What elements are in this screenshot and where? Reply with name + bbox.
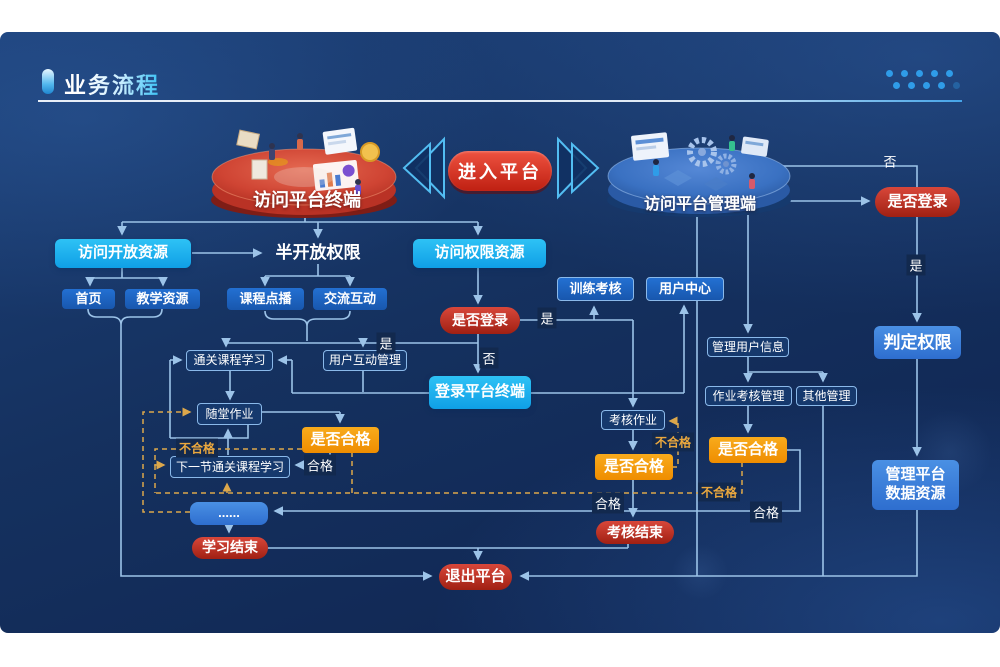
node-next-course[interactable]: 下一节通关课程学习 xyxy=(170,456,290,478)
node-login-check-right[interactable]: 是否登录 xyxy=(875,187,960,217)
enter-platform-button[interactable]: 进入平台 xyxy=(448,151,552,191)
admin-platform-illustration xyxy=(607,132,791,217)
edge-label-yes-c: 是 xyxy=(906,254,926,276)
node-course-vod[interactable]: 课程点播 xyxy=(227,288,304,310)
header-divider xyxy=(38,100,962,102)
node-teaching-resources[interactable]: 教学资源 xyxy=(125,289,200,309)
chevron-right-icon xyxy=(557,136,600,200)
chevron-left-icon xyxy=(402,136,445,200)
edge-label-pass-c: 合格 xyxy=(749,501,783,523)
node-judge-permission[interactable]: 判定权限 xyxy=(874,326,961,359)
node-exam-end[interactable]: 考核结束 xyxy=(596,521,674,544)
terminal-platform-label: 访问平台终端 xyxy=(253,190,361,210)
node-open-resources[interactable]: 访问开放资源 xyxy=(55,239,191,268)
edge-label-pass-b: 合格 xyxy=(591,492,625,514)
edge-label-no-b: 否 xyxy=(883,154,897,170)
node-ellipsis[interactable]: ...... xyxy=(190,502,268,525)
node-study-end[interactable]: 学习结束 xyxy=(192,537,268,559)
node-permission-resources[interactable]: 访问权限资源 xyxy=(413,239,546,268)
node-login-check-left[interactable]: 是否登录 xyxy=(440,307,520,334)
node-pass-check-1[interactable]: 是否合格 xyxy=(302,427,379,453)
edge-label-no-a: 否 xyxy=(479,347,499,369)
node-exit-platform[interactable]: 退出平台 xyxy=(439,564,512,590)
edge-label-fail-b: 不合格 xyxy=(651,432,695,452)
edge-label-fail-c: 不合格 xyxy=(697,482,741,502)
node-exchange-interaction[interactable]: 交流互动 xyxy=(313,288,387,310)
node-user-interaction-mgmt[interactable]: 用户互动管理 xyxy=(323,350,407,371)
edge-label-pass-a: 合格 xyxy=(303,454,337,476)
node-home[interactable]: 首页 xyxy=(62,289,115,309)
title-bullet-icon xyxy=(42,69,54,94)
edge-label-yes-b: 是 xyxy=(376,332,396,354)
node-course-learning[interactable]: 通关课程学习 xyxy=(186,350,273,371)
node-pass-check-3[interactable]: 是否合格 xyxy=(709,437,787,463)
node-semi-open-permission: 半开放权限 xyxy=(275,243,361,263)
node-homework-exam-mgmt[interactable]: 作业考核管理 xyxy=(705,386,792,406)
node-class-homework[interactable]: 随堂作业 xyxy=(197,403,262,425)
admin-platform-label: 访问平台管理端 xyxy=(643,196,756,213)
node-user-center[interactable]: 用户中心 xyxy=(646,277,724,301)
node-exam-homework[interactable]: 考核作业 xyxy=(601,410,665,430)
node-other-mgmt[interactable]: 其他管理 xyxy=(796,386,857,406)
edge-label-yes-a: 是 xyxy=(537,307,557,329)
node-manage-platform-data[interactable]: 管理平台数据资源 xyxy=(872,460,959,510)
node-manage-user-info[interactable]: 管理用户信息 xyxy=(707,337,789,357)
terminal-platform-illustration xyxy=(211,127,397,218)
page-title: 业务流程 xyxy=(64,68,160,100)
node-training-exam[interactable]: 训练考核 xyxy=(557,277,634,301)
node-login-terminal[interactable]: 登录平台终端 xyxy=(429,376,531,409)
dots-decoration xyxy=(884,68,970,90)
edge-label-fail-a: 不合格 xyxy=(175,438,219,458)
node-pass-check-2[interactable]: 是否合格 xyxy=(595,454,673,480)
